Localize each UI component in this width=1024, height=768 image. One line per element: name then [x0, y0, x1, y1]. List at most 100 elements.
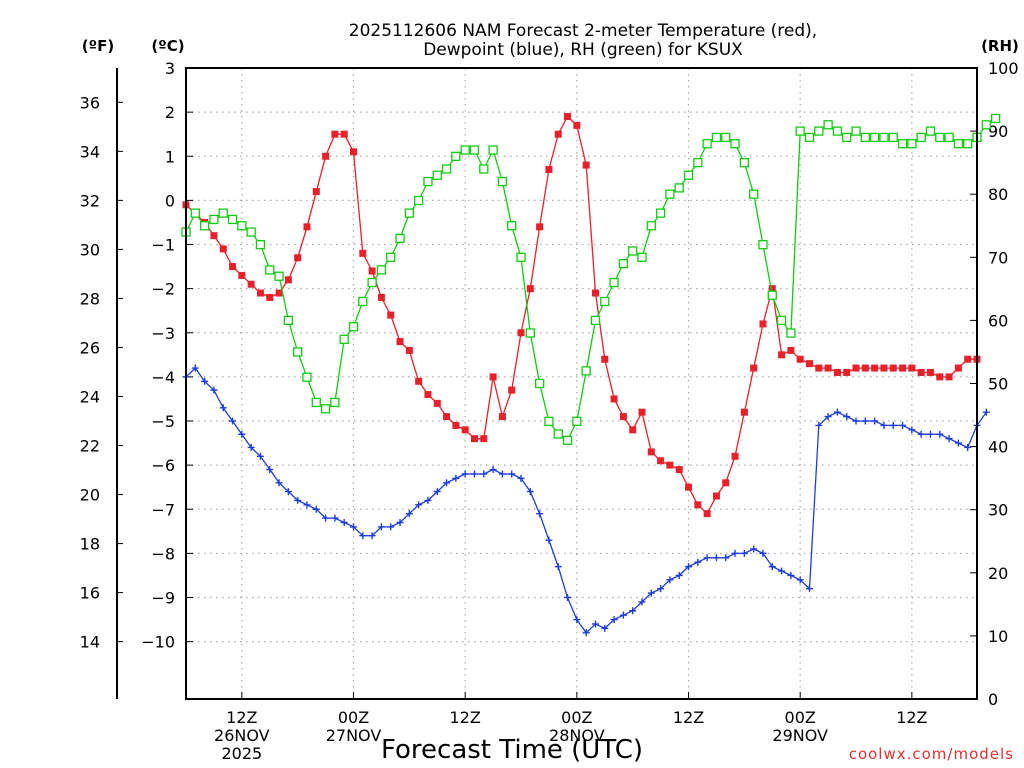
rh-point	[255, 240, 266, 250]
celsius-tick-label: 3	[165, 59, 175, 78]
rh-point	[479, 164, 489, 174]
dewpoint-point	[443, 479, 451, 487]
dewpoint-point	[350, 523, 358, 531]
dewpoint-point	[694, 558, 702, 566]
temperature-point	[284, 276, 292, 284]
dewpoint-point	[312, 505, 320, 513]
celsius-tick-label: −4	[151, 368, 175, 387]
rh-point	[749, 189, 759, 199]
rh-point	[804, 132, 815, 143]
temperature-point	[396, 338, 404, 346]
dewpoint-point	[778, 567, 786, 575]
x-tick-label: 29NOV	[772, 726, 828, 745]
dewpoint-point	[796, 576, 804, 584]
dewpoint-point	[377, 523, 385, 531]
rh-point	[348, 322, 359, 332]
dewpoint-point	[591, 620, 599, 628]
temperature-point	[545, 165, 553, 173]
rh-point	[897, 139, 908, 149]
temperature-point	[489, 373, 497, 381]
rh-point	[888, 132, 898, 143]
dewpoint-point	[824, 413, 832, 421]
dewpoint-point	[210, 386, 218, 394]
temperature-point	[517, 329, 525, 337]
rh-point	[404, 208, 414, 218]
dewpoint-point	[638, 598, 646, 606]
dewpoint-series-line	[185, 367, 987, 634]
temperature-point	[238, 271, 246, 279]
celsius-tick-label: −9	[151, 589, 175, 608]
temperature-point	[610, 395, 618, 403]
dewpoint-point	[508, 470, 516, 478]
rh-point	[274, 271, 284, 281]
celsius-tick-label: −6	[151, 456, 175, 475]
temperature-point	[908, 364, 916, 372]
temperature-point	[750, 364, 758, 372]
rh-point	[293, 347, 303, 357]
rh-point	[963, 139, 973, 149]
temperature-point	[805, 360, 813, 368]
temperature-point	[899, 364, 907, 372]
dewpoint-point	[396, 518, 404, 526]
dewpoint-point	[275, 479, 283, 487]
rh-point	[721, 132, 731, 143]
dewpoint-point	[610, 616, 618, 624]
temperature-point	[759, 320, 767, 328]
temperature-point	[787, 346, 795, 354]
rh-point	[628, 246, 638, 256]
rh-point	[320, 404, 331, 414]
dewpoint-point	[322, 514, 330, 522]
dewpoint-point	[871, 417, 879, 425]
rh-point	[665, 189, 675, 199]
dewpoint-point	[461, 470, 469, 478]
temperature-point	[619, 413, 627, 421]
temperature-point	[796, 355, 804, 363]
rh-point	[246, 227, 256, 237]
rh-point	[460, 145, 470, 155]
temperature-point	[219, 245, 227, 253]
rh-point	[311, 397, 321, 408]
rh-point	[786, 328, 796, 338]
dewpoint-point	[489, 466, 497, 474]
dewpoint-point	[759, 549, 767, 557]
rh-point	[302, 372, 312, 382]
temperature-point	[926, 368, 934, 376]
temperature-point	[815, 364, 823, 372]
rh-point	[572, 416, 582, 427]
dewpoint-point	[247, 443, 255, 451]
celsius-tick-label: 0	[165, 191, 175, 210]
dewpoint-point	[685, 563, 693, 571]
rh-tick-label: 30	[988, 501, 1008, 520]
temperature-point	[256, 289, 264, 297]
rh-point	[776, 315, 787, 326]
rh-point	[907, 139, 917, 149]
temperature-point	[340, 130, 348, 138]
dewpoint-point	[964, 443, 972, 451]
fahrenheit-tick-label: 16	[80, 584, 100, 603]
temperature-point	[657, 457, 665, 465]
rh-point	[507, 221, 517, 231]
dewpoint-point	[470, 470, 478, 478]
rh-point	[646, 221, 656, 231]
dewpoint-point	[936, 430, 944, 438]
temperature-point	[350, 148, 358, 156]
dewpoint-point	[880, 421, 888, 429]
dewpoint-point	[545, 536, 553, 544]
rh-point	[600, 296, 610, 307]
rh-point	[935, 132, 945, 143]
dewpoint-point	[657, 585, 665, 593]
dewpoint-point	[768, 563, 776, 571]
temperature-point	[843, 368, 851, 376]
dewpoint-point	[331, 514, 339, 522]
temperature-point	[508, 386, 516, 394]
dewpoint-point	[787, 571, 795, 579]
rh-point	[944, 132, 954, 143]
celsius-unit-label: (ºC)	[151, 37, 184, 55]
dewpoint-point	[833, 408, 841, 416]
rh-point	[190, 208, 200, 218]
x-tick-label: 12Z	[896, 708, 927, 727]
fahrenheit-tick-label: 22	[80, 437, 100, 456]
dewpoint-point	[666, 576, 674, 584]
dewpoint-point	[982, 408, 990, 416]
